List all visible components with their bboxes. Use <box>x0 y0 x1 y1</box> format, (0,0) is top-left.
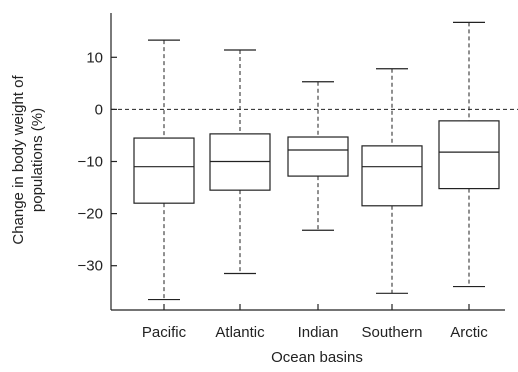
box-iqr <box>133 137 195 204</box>
y-axis-title-line-2: populations (%) <box>29 108 46 212</box>
y-tick-label: 0 <box>95 101 103 118</box>
y-tick-label: −10 <box>78 154 103 171</box>
box-iqr <box>287 136 349 177</box>
x-axis-title: Ocean basins <box>271 349 363 366</box>
x-tick-label: Pacific <box>142 324 187 341</box>
x-tick-label: Indian <box>298 324 339 341</box>
box-iqr <box>438 120 500 190</box>
y-tick-label: −30 <box>78 258 103 275</box>
y-tick-label: 10 <box>86 49 103 66</box>
x-tick-label: Arctic <box>450 324 488 341</box>
box-iqr <box>361 145 423 207</box>
y-axis-title-line-1: Change in body weight of <box>10 75 27 245</box>
x-tick-label: Southern <box>362 324 423 341</box>
y-tick-label: −20 <box>78 206 103 223</box>
x-tick-label: Atlantic <box>215 324 265 341</box>
